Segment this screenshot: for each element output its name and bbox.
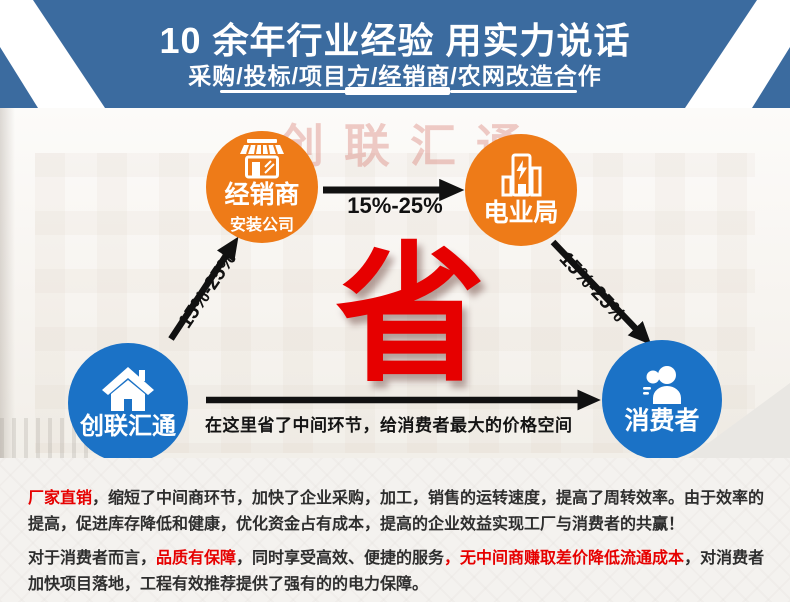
node-company: 创联汇通 xyxy=(68,343,188,463)
underline-thin-right xyxy=(450,90,577,93)
diagram-caption: 在这里省了中间环节，给消费者最大的价格空间 xyxy=(205,416,573,435)
footer-paragraph-1: 厂家直销，缩短了中间商环节，加快了企业采购，加工，销售的运转速度，提高了周转效率… xyxy=(28,486,778,538)
save-character: 省 xyxy=(335,230,486,399)
power-building-icon xyxy=(501,153,542,197)
node-consumer-label: 消费者 xyxy=(624,407,700,436)
node-dealer-label: 经销商 xyxy=(224,181,300,210)
node-power-bureau: 电业局 xyxy=(465,134,577,246)
header-title: 10 余年行业经验 用实力说话 xyxy=(159,20,631,61)
highlight-no-middleman: ，无中间商赚取差价降低流通成本 xyxy=(444,550,685,567)
node-company-label: 创联汇通 xyxy=(80,412,176,440)
paragraph-1-body: ，缩短了中间商环节，加快了企业采购，加工，销售的运转速度，提高了周转效率。由于效… xyxy=(28,490,765,533)
node-bureau-label: 电业局 xyxy=(483,199,559,228)
node-dealer-sublabel: 安装公司 xyxy=(229,216,294,234)
storefront-icon xyxy=(240,139,284,179)
wall-edge-texture xyxy=(0,108,15,458)
footer-paragraph-2: 对于消费者而言，品质有保障，同时享受高效、便捷的服务，无中间商赚取差价降低流通成… xyxy=(28,546,778,598)
header-banner: 10 余年行业经验 用实力说话 采购/投标/项目方/经销商/农网改造合作 xyxy=(0,0,790,108)
footer-text-area: 厂家直销，缩短了中间商环节，加快了企业采购，加工，销售的运转速度，提高了周转效率… xyxy=(0,458,790,602)
users-icon xyxy=(643,366,681,405)
discount-label-dealer-bureau: 15%-25% xyxy=(347,193,443,218)
paragraph-2-tail: ，对消费者加快项目落地，工程有效推荐提供了强有的的电力保障。 xyxy=(28,550,765,593)
highlight-quality: 品质有保障 xyxy=(156,550,237,567)
paragraph-2-lead: 对于消费者而言， xyxy=(28,550,157,567)
underline-thin-left xyxy=(220,90,347,93)
paragraph-2-mid: ，同时享受高效、便捷的服务 xyxy=(236,550,445,567)
highlight-factory-direct: 厂家直销 xyxy=(28,490,93,507)
node-consumer: 消费者 xyxy=(602,340,722,460)
underline-thick-center xyxy=(345,87,450,95)
header-underline xyxy=(220,87,577,95)
node-dealer: 经销商 安装公司 xyxy=(206,131,318,243)
house-icon xyxy=(102,366,154,411)
header-subtitle: 采购/投标/项目方/经销商/农网改造合作 xyxy=(188,63,602,89)
